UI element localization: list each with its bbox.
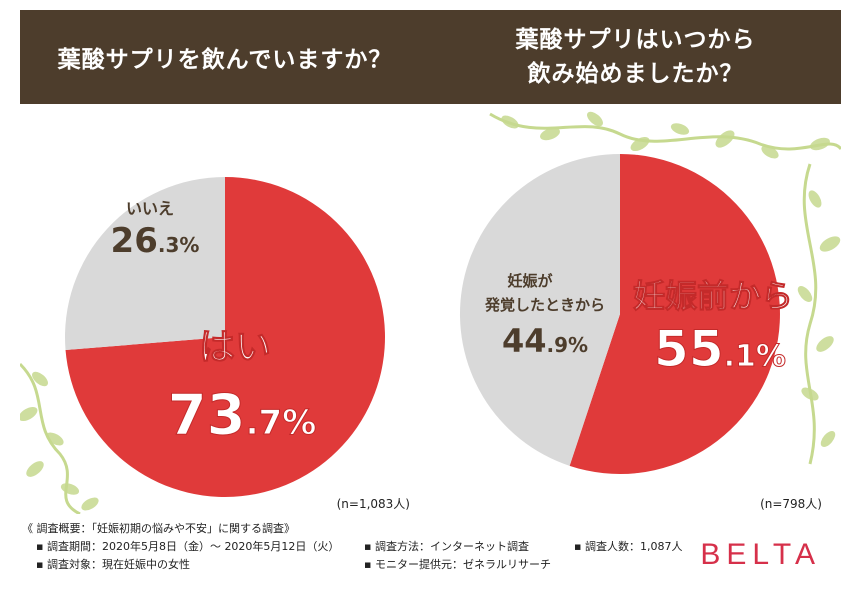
leaf bbox=[715, 130, 735, 148]
n-label-1: (n=1,083人) bbox=[337, 497, 410, 511]
leaf bbox=[587, 111, 603, 127]
slice-value-iie: 26.3% bbox=[111, 221, 200, 261]
footnote-period: ▪ 調査期間：2020年5月8日（金）～ 2020年5月12日（火） bbox=[36, 540, 340, 553]
pie-chart-2: 妊娠が 発覚したときから 44.9% 妊娠前から 55.1% (n=798人) bbox=[459, 154, 822, 511]
footnote-count: ▪ 調査人数：1,087人 bbox=[574, 540, 683, 553]
slice-value-ninshinmae-int: 55 bbox=[654, 320, 724, 378]
slice-label-iie: いいえ bbox=[126, 199, 174, 218]
footnote-provider: ▪ モニター提供元：ゼネラルリサーチ bbox=[364, 558, 551, 571]
slice-label-ninshinmae: 妊娠前から bbox=[633, 277, 793, 315]
leaf bbox=[819, 236, 841, 252]
slice-label-hakkaku-line-1: 妊娠が bbox=[507, 272, 553, 290]
leaf bbox=[20, 406, 38, 422]
leaf bbox=[816, 336, 834, 352]
question-2-line-1: 葉酸サプリはいつから bbox=[515, 26, 756, 53]
slice-value-hai: 73.7% bbox=[168, 383, 317, 448]
infographic: 葉酸サプリを飲んでいますか？ 葉酸サプリはいつから 飲み始めましたか？ いいえ … bbox=[20, 10, 841, 597]
leaf bbox=[46, 432, 64, 446]
pie-2-slice-0 bbox=[569, 154, 780, 474]
vine bbox=[802, 163, 818, 465]
slice-value-hai-dec: .7% bbox=[246, 403, 317, 443]
slice-value-hakkaku: 44.9% bbox=[502, 322, 588, 360]
leaf bbox=[801, 387, 819, 401]
question-1-title: 葉酸サプリを飲んでいますか？ bbox=[57, 46, 393, 73]
footnote-target: ▪ 調査対象：現在妊娠中の女性 bbox=[36, 558, 190, 571]
leaf bbox=[501, 115, 519, 129]
leaf bbox=[60, 483, 80, 495]
slice-value-hakkaku-dec: .9% bbox=[546, 333, 588, 357]
pie-chart-1: いいえ 26.3% はい 73.7% (n=1,083人) bbox=[64, 177, 410, 511]
vine bbox=[489, 112, 841, 151]
leaf bbox=[81, 497, 99, 511]
leaf bbox=[26, 461, 44, 477]
slice-value-iie-int: 26 bbox=[111, 221, 158, 261]
belta-logo: BELTA bbox=[700, 538, 821, 571]
leaf bbox=[808, 190, 822, 208]
leaf bbox=[810, 137, 830, 151]
leaf bbox=[670, 123, 690, 135]
charts-area: いいえ 26.3% はい 73.7% (n=1,083人) 妊娠が 発覚したとき… bbox=[20, 111, 841, 514]
leaf bbox=[761, 145, 779, 159]
leaf-decoration bbox=[20, 111, 841, 514]
footnote-method: ▪ 調査方法：インターネット調査 bbox=[364, 540, 529, 553]
slice-label-hakkaku-line-2: 発覚したときから bbox=[484, 296, 605, 314]
slice-label-hai: はい bbox=[199, 327, 271, 368]
leaf bbox=[797, 286, 813, 302]
question-2-line-2: 飲み始めましたか？ bbox=[527, 60, 744, 87]
slice-value-iie-dec: .3% bbox=[158, 233, 200, 257]
slice-value-hai-int: 73 bbox=[168, 383, 246, 448]
footnote-title: 《 調査概要：「妊娠初期の悩みや不安」に関する調査》 bbox=[22, 522, 295, 535]
question-2-title: 葉酸サプリはいつから 飲み始めましたか？ bbox=[430, 10, 841, 104]
n-label-2: (n=798人) bbox=[760, 497, 822, 511]
slice-value-ninshinmae: 55.1% bbox=[654, 320, 786, 378]
pie-1-slice-0 bbox=[65, 177, 385, 498]
vine bbox=[20, 362, 81, 514]
pie-1-slice-1 bbox=[64, 177, 225, 351]
leaf bbox=[540, 127, 560, 141]
header-band: 葉酸サプリを飲んでいますか？ 葉酸サプリはいつから 飲み始めましたか？ bbox=[20, 10, 841, 104]
leaf bbox=[630, 136, 650, 152]
leaf bbox=[820, 431, 836, 447]
slice-value-hakkaku-int: 44 bbox=[502, 322, 547, 360]
survey-footnote: 《 調査概要：「妊娠初期の悩みや不安」に関する調査》 ▪ 調査期間：2020年5… bbox=[22, 520, 702, 574]
leaf bbox=[32, 371, 48, 387]
pie-2-slice-1 bbox=[459, 154, 620, 466]
slice-value-ninshinmae-dec: .1% bbox=[724, 339, 786, 374]
